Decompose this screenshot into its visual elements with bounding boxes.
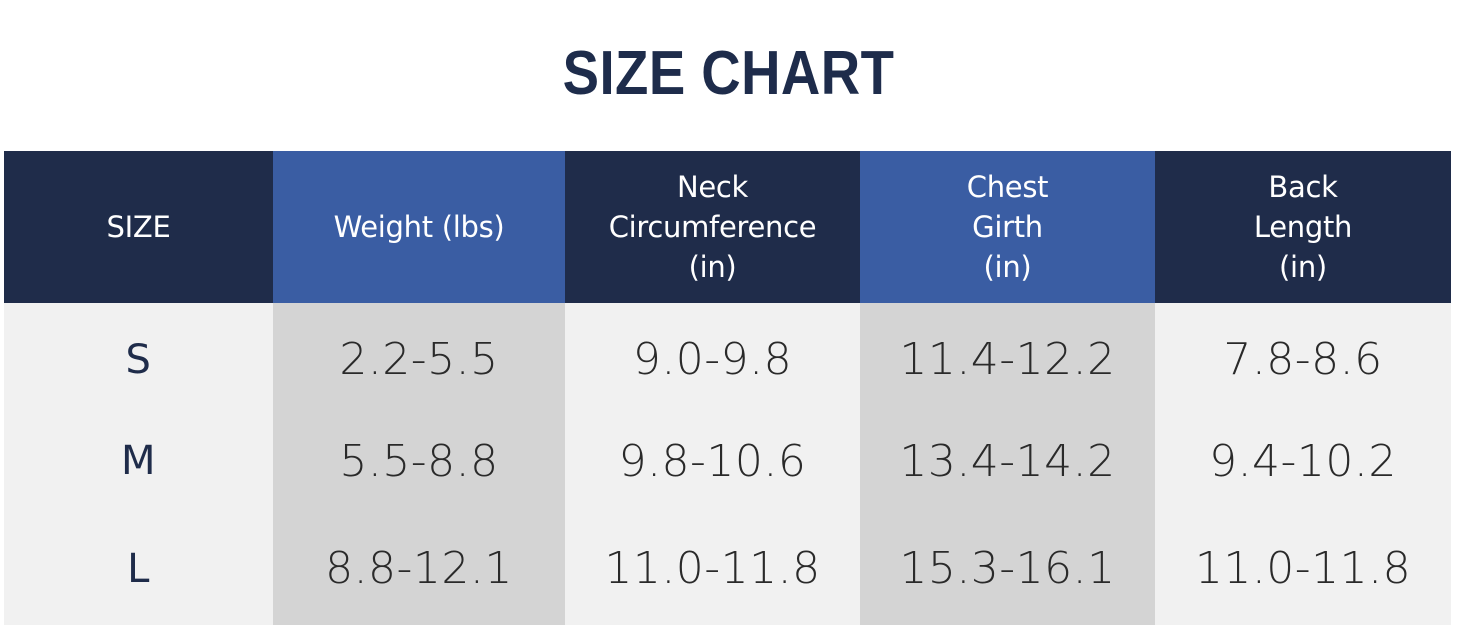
row-m-weight: 5.5-8.8 bbox=[273, 410, 565, 512]
header-size: SIZE bbox=[4, 151, 273, 303]
row-l-size: L bbox=[4, 512, 273, 625]
header-chest-line-2: Girth bbox=[972, 210, 1043, 244]
row-s-weight: 2.2-5.5 bbox=[273, 303, 565, 410]
header-neck-line-3: (in) bbox=[688, 250, 737, 284]
row-l-neck: 11.0-11.8 bbox=[565, 512, 860, 625]
page-title: SIZE CHART bbox=[562, 39, 895, 108]
row-l-back: 11.0-11.8 bbox=[1155, 512, 1451, 625]
header-back-line-2: Length bbox=[1253, 210, 1353, 244]
header-chest: Chest Girth (in) bbox=[860, 151, 1155, 303]
row-s-neck: 9.0-9.8 bbox=[565, 303, 860, 410]
row-l-weight: 8.8-12.1 bbox=[273, 512, 565, 625]
row-s-chest: 11.4-12.2 bbox=[860, 303, 1155, 410]
header-back-line-1: Back bbox=[1268, 170, 1338, 204]
row-m-size: M bbox=[4, 410, 273, 512]
header-chest-line-3: (in) bbox=[983, 250, 1032, 284]
header-neck-line-1: Neck bbox=[676, 170, 749, 204]
row-s-size: S bbox=[4, 303, 273, 410]
size-chart-table: SIZE Weight (lbs) Neck Circumference (in… bbox=[4, 151, 1451, 625]
row-m-chest: 13.4-14.2 bbox=[860, 410, 1155, 512]
header-back: Back Length (in) bbox=[1155, 151, 1451, 303]
header-chest-line-1: Chest bbox=[966, 170, 1049, 204]
row-m-back: 9.4-10.2 bbox=[1155, 410, 1451, 512]
header-weight: Weight (lbs) bbox=[273, 151, 565, 303]
header-neck-line-2: Circumference bbox=[608, 210, 817, 244]
row-m-neck: 9.8-10.6 bbox=[565, 410, 860, 512]
row-s-back: 7.8-8.6 bbox=[1155, 303, 1451, 410]
row-l-chest: 15.3-16.1 bbox=[860, 512, 1155, 625]
header-back-line-3: (in) bbox=[1279, 250, 1327, 284]
header-neck: Neck Circumference (in) bbox=[565, 151, 860, 303]
header-weight-line-1: Weight (lbs) bbox=[333, 210, 505, 244]
header-size-line-1: SIZE bbox=[106, 210, 171, 244]
